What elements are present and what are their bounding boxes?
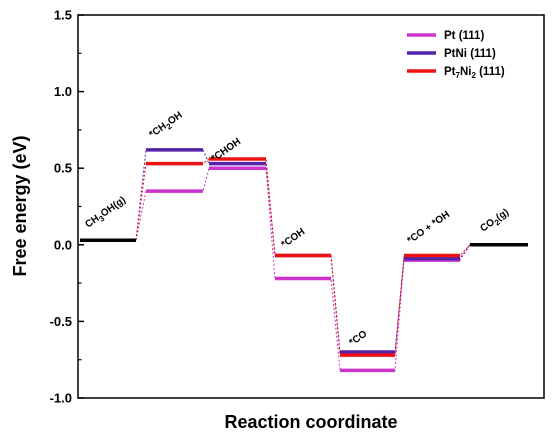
x-axis-title: Reaction coordinate bbox=[224, 412, 397, 432]
y-tick-label: 1.5 bbox=[54, 8, 72, 23]
state-label: CH3OH(g) bbox=[83, 195, 129, 232]
state-label: *COH bbox=[279, 226, 307, 250]
y-tick-label: -0.5 bbox=[50, 314, 72, 329]
state-label: *CO + *OH bbox=[405, 209, 452, 246]
y-axis: 1.5 1.0 0.5 0.0 -0.5 -1.0 bbox=[50, 8, 84, 406]
y-tick-label: -1.0 bbox=[50, 391, 72, 406]
pt111-connector-path bbox=[80, 167, 528, 371]
state-label: *CH2OH bbox=[147, 110, 185, 142]
ptni111-connector-path bbox=[80, 149, 528, 353]
plot-area: CH3OH(g)*CH2OH*CHOH*COH*CO*CO + *OH CO2(g… bbox=[80, 110, 528, 373]
y-axis-title: Free energy (eV) bbox=[10, 135, 30, 276]
y-tick-label: 0.5 bbox=[54, 161, 72, 176]
legend-label: Pt (111) bbox=[444, 30, 484, 42]
state-label: CO2(g) bbox=[478, 207, 512, 236]
state-label: *CO bbox=[347, 328, 369, 348]
legend-label: Pt7Ni2 (111) bbox=[444, 66, 505, 80]
y-tick-label: 1.0 bbox=[54, 84, 72, 99]
legend: Pt (111) PtNi (111) Pt7Ni2 (111) bbox=[407, 30, 505, 80]
y-tick-label: 0.0 bbox=[54, 237, 72, 252]
legend-label: PtNi (111) bbox=[444, 48, 496, 60]
